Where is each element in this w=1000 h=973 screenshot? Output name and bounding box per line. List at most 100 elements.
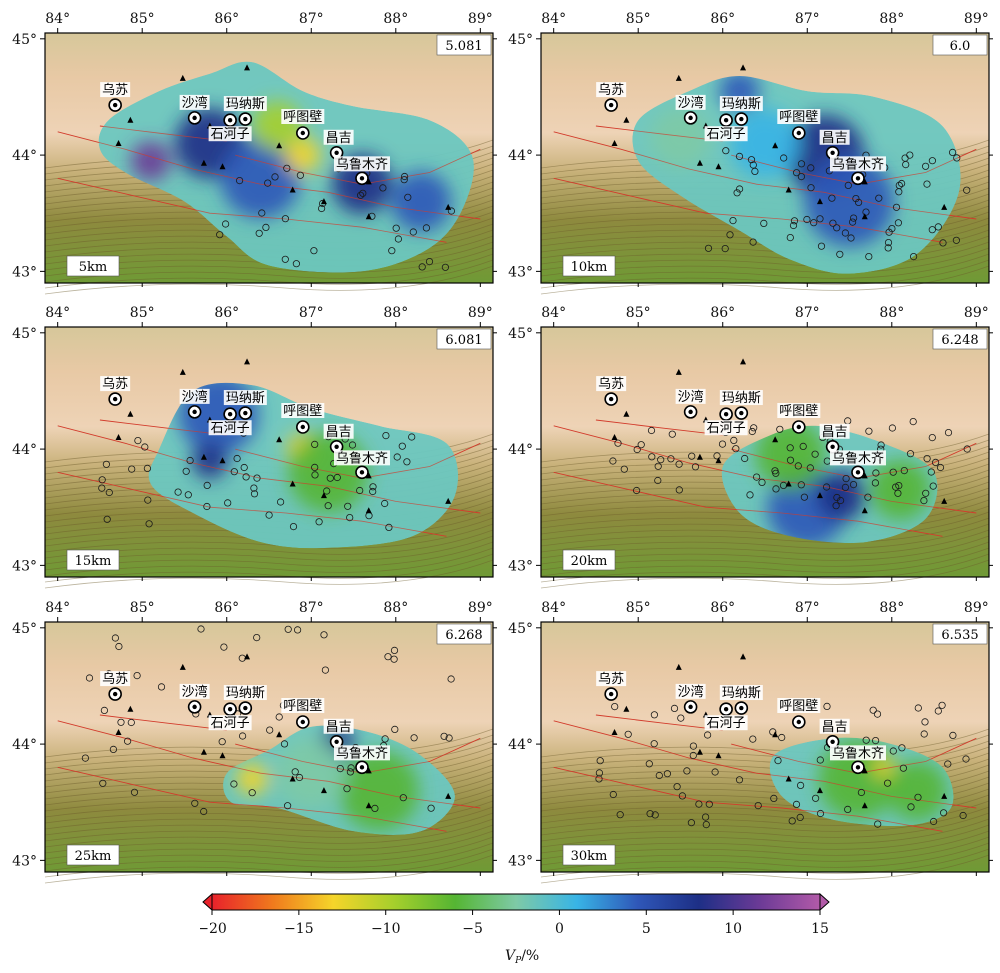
earthquake-marker bbox=[875, 194, 883, 202]
lon-tick-label: 89° bbox=[964, 305, 989, 321]
earthquake-marker bbox=[807, 164, 815, 172]
earthquake-marker bbox=[399, 794, 407, 802]
ref-velocity-label: 6.248 bbox=[941, 333, 978, 348]
colorbar-tick-label: −20 bbox=[200, 921, 227, 937]
earthquake-marker bbox=[900, 467, 908, 475]
earthquake-marker bbox=[392, 224, 400, 232]
earthquake-marker bbox=[320, 631, 328, 639]
lat-tick-label: 43° bbox=[508, 853, 533, 869]
station-triangle bbox=[816, 787, 823, 794]
earthquake-marker bbox=[872, 469, 880, 477]
earthquake-marker bbox=[124, 737, 132, 745]
earthquake-marker bbox=[800, 493, 808, 501]
station-triangle bbox=[115, 139, 122, 146]
earthquake-marker bbox=[823, 702, 831, 711]
earthquake-marker bbox=[265, 511, 273, 519]
earthquake-marker bbox=[736, 185, 744, 193]
lon-tick-label: 88° bbox=[879, 305, 904, 321]
map-panel-1: 乌苏 沙湾 石河子 玛纳斯 呼图壁 昌吉 乌鲁木齐 5km 5.081 84° 85° 86° 87° 8… bbox=[12, 11, 497, 295]
earthquake-marker bbox=[895, 482, 903, 490]
earthquake-marker bbox=[242, 473, 250, 481]
station-triangle bbox=[816, 492, 823, 499]
city-label: 乌苏 bbox=[598, 671, 624, 687]
earthquake-marker bbox=[255, 229, 263, 237]
lon-tick-label: 89° bbox=[468, 600, 493, 616]
earthquake-marker bbox=[326, 474, 334, 482]
depth-label-box bbox=[66, 549, 120, 571]
lat-tick-label: 44° bbox=[12, 442, 37, 458]
earthquake-marker bbox=[928, 157, 936, 165]
earthquake-marker bbox=[333, 473, 341, 482]
colorbar-svg: −20 −15 −10 −5 0 5 10 15 VP/% bbox=[197, 892, 830, 966]
earthquake-marker bbox=[836, 250, 844, 258]
ref-velocity-label: 5.081 bbox=[445, 39, 482, 54]
station-triangle bbox=[861, 178, 868, 185]
lon-tick-label: 89° bbox=[468, 305, 493, 321]
earthquake-marker bbox=[841, 229, 849, 237]
earthquake-marker bbox=[874, 820, 882, 828]
station-triangle bbox=[200, 453, 207, 460]
earthquake-marker bbox=[854, 198, 863, 206]
earthquake-marker bbox=[614, 439, 622, 447]
station-triangle bbox=[365, 178, 372, 185]
earthquake-marker bbox=[888, 424, 896, 432]
city-label: 玛纳斯 bbox=[226, 686, 265, 701]
earthquake-marker bbox=[637, 441, 645, 449]
lon-tick-label: 85° bbox=[626, 11, 651, 27]
earthquake-marker bbox=[398, 442, 406, 450]
lon-tick-label: 89° bbox=[964, 11, 989, 27]
city-label: 乌苏 bbox=[598, 82, 624, 98]
station-triangle bbox=[445, 203, 452, 210]
earthquake-marker bbox=[857, 788, 865, 797]
earthquake-marker bbox=[735, 152, 744, 161]
earthquake-marker bbox=[393, 453, 401, 461]
city-label: 沙湾 bbox=[182, 389, 208, 405]
earthquake-marker bbox=[934, 707, 942, 715]
earthquake-marker bbox=[760, 219, 768, 227]
lon-tick-label: 86° bbox=[710, 11, 735, 27]
earthquake-marker bbox=[796, 781, 805, 789]
city-label: 乌鲁木齐 bbox=[336, 156, 388, 172]
earthquake-marker bbox=[959, 811, 967, 820]
station-triangle bbox=[320, 492, 327, 499]
earthquake-marker bbox=[230, 780, 238, 788]
earthquake-marker bbox=[721, 245, 729, 253]
earthquake-marker bbox=[369, 483, 377, 491]
depth-label-box bbox=[562, 255, 616, 277]
station-triangle bbox=[861, 472, 868, 479]
lon-tick-label: 89° bbox=[964, 600, 989, 616]
earthquake-marker bbox=[441, 263, 449, 271]
lon-tick-label: 86° bbox=[214, 11, 239, 27]
ref-velocity-label: 6.535 bbox=[941, 628, 978, 643]
earthquake-marker bbox=[792, 800, 801, 808]
earthquake-marker bbox=[657, 456, 665, 464]
station-triangle bbox=[611, 433, 618, 440]
earthquake-marker bbox=[833, 224, 841, 232]
earthquake-marker bbox=[948, 148, 957, 157]
earthquake-marker bbox=[938, 701, 946, 709]
earthquake-marker bbox=[807, 184, 815, 192]
station-triangle bbox=[696, 748, 703, 755]
station-triangle bbox=[861, 802, 868, 809]
earthquake-marker bbox=[650, 740, 658, 748]
earthquake-marker bbox=[294, 626, 302, 634]
earthquake-marker bbox=[883, 779, 892, 787]
earthquake-marker bbox=[797, 481, 805, 489]
earthquake-marker bbox=[786, 444, 794, 452]
earthquake-marker bbox=[633, 445, 641, 454]
station-triangle bbox=[179, 663, 186, 670]
earthquake-marker bbox=[409, 228, 417, 236]
station-triangle bbox=[861, 767, 868, 774]
station-triangle bbox=[772, 142, 779, 149]
station-triangle bbox=[740, 653, 747, 660]
earthquake-marker bbox=[356, 191, 365, 199]
lon-tick-label: 87° bbox=[795, 600, 820, 616]
lat-tick-label: 43° bbox=[12, 853, 37, 869]
station-triangle bbox=[715, 457, 722, 464]
earthquake-events bbox=[704, 147, 971, 261]
earthquake-marker bbox=[810, 219, 818, 227]
earthquake-marker bbox=[191, 799, 199, 807]
